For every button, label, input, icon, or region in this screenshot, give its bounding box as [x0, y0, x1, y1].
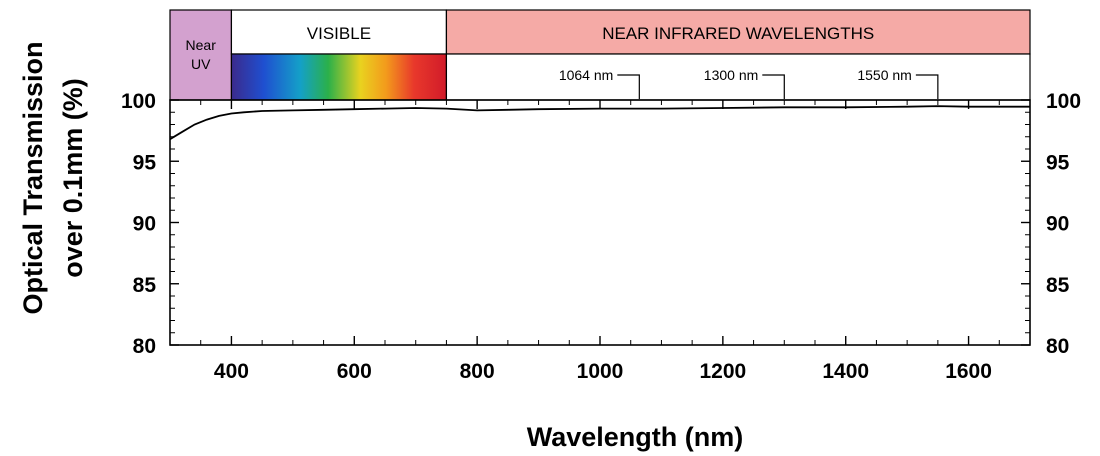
y-tick-label-right: 90 — [1046, 213, 1069, 236]
x-tick-label: 600 — [337, 360, 372, 383]
x-tick-label: 1400 — [822, 360, 869, 383]
x-tick-label: 1200 — [699, 360, 746, 383]
marker-label: 1300 nm — [704, 67, 758, 83]
x-tick-label: 1600 — [945, 360, 992, 383]
visible-spectrum-strip — [230, 53, 448, 101]
y-axis-title-line1: Optical Transmission — [18, 41, 48, 314]
x-tick-label: 800 — [460, 360, 495, 383]
y-tick-label-right: 100 — [1046, 90, 1081, 113]
band-label-near: Near — [186, 37, 217, 53]
y-tick-label-left: 90 — [133, 213, 156, 236]
x-tick-label: 400 — [214, 360, 249, 383]
x-tick-label: 1000 — [577, 360, 624, 383]
marker-label: 1550 nm — [857, 67, 911, 83]
y-axis-title-line2: over 0.1mm (%) — [58, 78, 88, 278]
plot-area-border — [169, 99, 1031, 346]
band-label-2: NEAR INFRARED WAVELENGTHS — [602, 24, 874, 43]
y-tick-label-left: 100 — [121, 90, 156, 113]
band-1 — [230, 9, 448, 55]
series-line-0 — [169, 105, 1030, 140]
band-label-1: VISIBLE — [307, 24, 371, 43]
y-tick-label-right: 85 — [1046, 274, 1070, 297]
nir-blank-strip — [445, 53, 1031, 101]
wavelength-markers: 1064 nm 1300 nm 1550 nm — [559, 67, 939, 99]
series-lines — [169, 105, 1030, 140]
y-tick-label-left: 80 — [133, 335, 156, 358]
marker-leader — [762, 74, 785, 99]
marker-leader — [915, 74, 939, 99]
y-tick-label-left: 85 — [133, 274, 157, 297]
band-near-uv — [169, 9, 233, 101]
marker-leader — [617, 74, 640, 99]
y-tick-label-right: 80 — [1046, 335, 1069, 358]
axis-ticks: 80 85 90 95 100 80 85 90 95 100 400 600 800 1000 1200 1… — [121, 90, 1081, 383]
band-label-uv: UV — [191, 56, 211, 72]
marker-label: 1064 nm — [559, 67, 613, 83]
wavelength-bands: Near UV VISIBLE NEAR INFRARED WAVELENGTHS — [169, 9, 1031, 101]
x-axis-title: Wavelength (nm) — [527, 422, 744, 452]
plot-frame — [169, 99, 1031, 346]
y-tick-label-right: 95 — [1046, 151, 1070, 174]
y-tick-label-left: 95 — [133, 151, 157, 174]
band-2 — [445, 9, 1031, 55]
